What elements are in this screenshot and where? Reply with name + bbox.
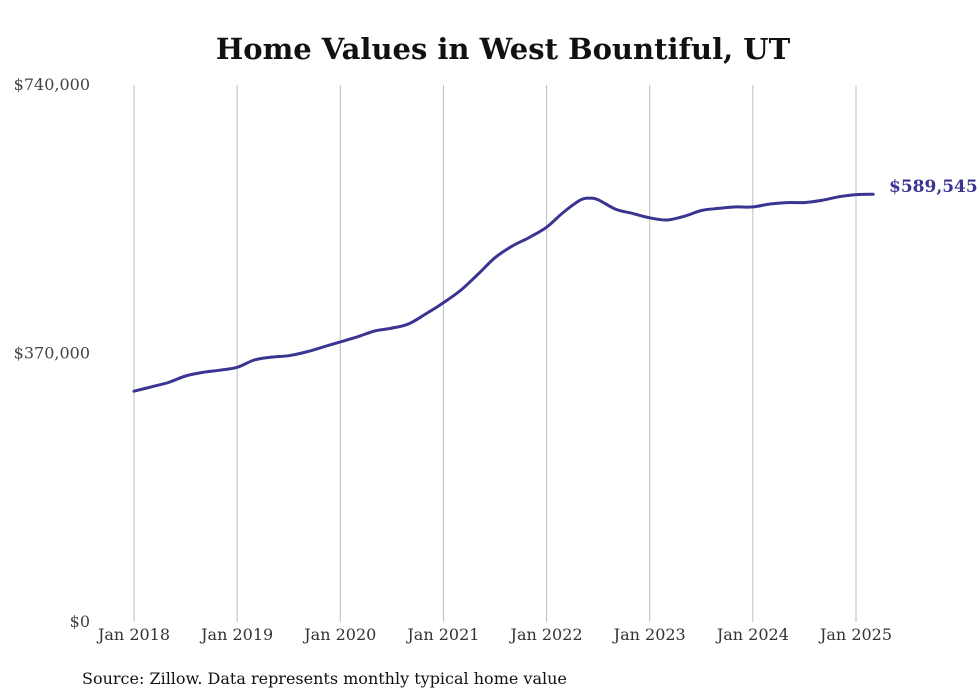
x-tick-label: Jan 2018 <box>96 625 170 644</box>
series-line <box>132 192 875 393</box>
x-tick-label: Jan 2020 <box>302 625 376 644</box>
grid-lines <box>133 85 857 622</box>
y-tick-label: $0 <box>70 612 90 631</box>
y-axis-ticks: $740,000 $370,000 $0 <box>14 75 90 631</box>
x-tick-label: Jan 2021 <box>405 625 479 644</box>
end-value-label: $589,545 <box>889 177 978 197</box>
chart-title: Home Values in West Bountiful, UT <box>216 32 791 66</box>
x-tick-label: Jan 2025 <box>818 625 892 644</box>
y-tick-label: $370,000 <box>14 344 90 363</box>
x-tick-label: Jan 2024 <box>715 625 789 644</box>
x-tick-label: Jan 2022 <box>509 625 583 644</box>
y-tick-label: $740,000 <box>14 75 90 94</box>
source-note: Source: Zillow. Data represents monthly … <box>82 669 567 688</box>
x-tick-label: Jan 2019 <box>199 625 273 644</box>
x-tick-label: Jan 2023 <box>612 625 686 644</box>
x-axis-ticks: Jan 2018 Jan 2019 Jan 2020 Jan 2021 Jan 2022… <box>96 625 892 644</box>
